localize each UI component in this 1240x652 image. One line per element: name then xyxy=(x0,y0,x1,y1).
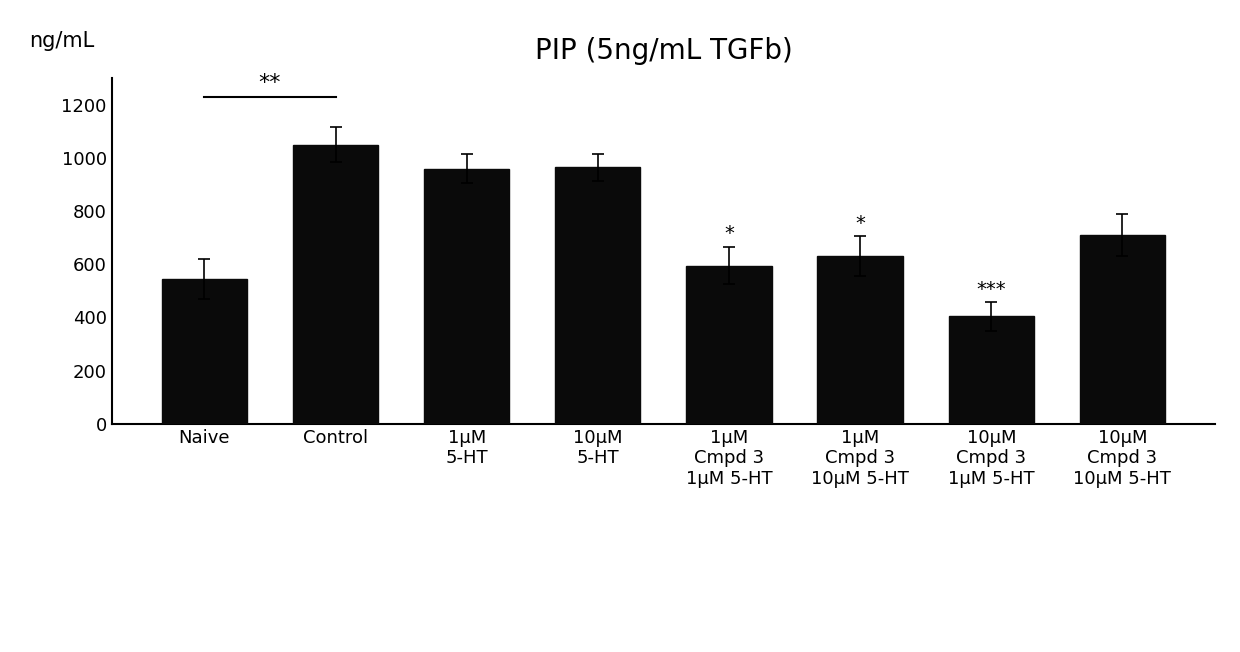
Bar xyxy=(1080,235,1166,424)
Text: **: ** xyxy=(259,73,281,93)
Bar xyxy=(687,265,771,424)
Bar xyxy=(817,256,903,424)
Title: PIP (5ng/mL TGFb): PIP (5ng/mL TGFb) xyxy=(534,37,792,65)
Bar xyxy=(293,145,378,424)
Bar xyxy=(556,168,640,424)
Text: ng/mL: ng/mL xyxy=(29,31,94,51)
Text: *: * xyxy=(856,214,866,233)
Text: *: * xyxy=(724,224,734,243)
Bar xyxy=(949,316,1034,424)
Bar xyxy=(424,169,510,424)
Bar xyxy=(161,279,247,424)
Text: ***: *** xyxy=(976,280,1006,299)
